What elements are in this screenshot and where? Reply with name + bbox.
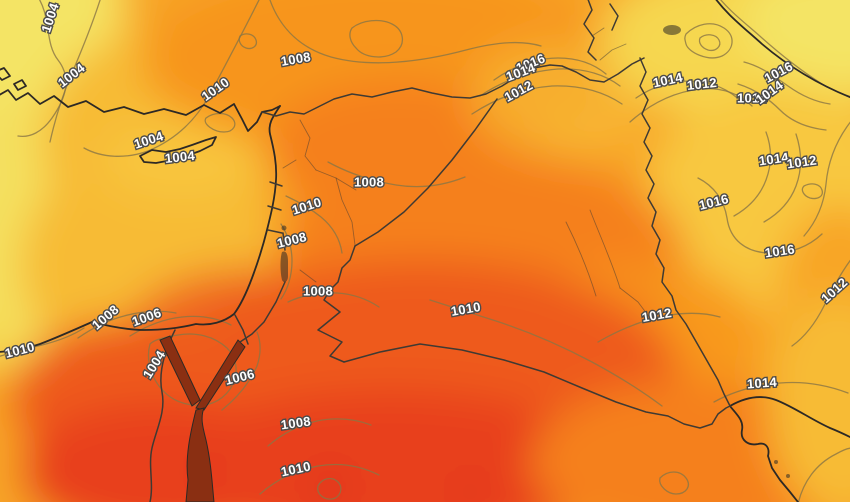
gulf-of-suez (159, 335, 201, 407)
pressure-field-shape (743, 0, 850, 87)
isobar-contours-shape (83, 0, 260, 157)
isobar-contours-shape (287, 292, 380, 308)
isobar-label: 1014 (758, 149, 790, 168)
isobar-label: 1012 (641, 305, 673, 325)
isobar-contours-shape (269, 0, 542, 64)
isobar-contours-shape (635, 80, 745, 105)
isobar-contours-shape (797, 447, 850, 502)
isobar-contours-shape (743, 61, 831, 105)
dead-sea (280, 251, 288, 283)
coastline-levant-egypt (0, 105, 281, 353)
sea-of-galilee (281, 225, 287, 231)
admin-boundaries-shape (619, 287, 651, 319)
admin-boundaries-shape (282, 159, 297, 169)
isobar-contours-shape (349, 19, 403, 58)
isobar-contours-shape (17, 0, 67, 138)
isobar-contours-shape (327, 161, 466, 188)
admin-boundaries-shape (299, 269, 317, 283)
isobar-label: 1012 (686, 75, 718, 93)
isobar-label: 1014 (737, 90, 768, 105)
isobar-contours-shape (737, 83, 827, 131)
isobar-contours-shape (317, 477, 342, 500)
border-jordan-saudi (317, 245, 356, 363)
border-iraq-saudi (343, 343, 731, 429)
isobar-contours-shape (479, 68, 621, 97)
river-nile (149, 329, 176, 502)
border-lebanon (267, 181, 283, 211)
admin-boundaries-shape (599, 43, 627, 61)
isobar-contours-shape (713, 381, 849, 403)
pressure-field-shape (470, 40, 650, 160)
isobar-contours-shape (267, 418, 372, 447)
isobar-contours-shape (429, 299, 663, 407)
coastline-turkey-south (0, 89, 281, 132)
isobar-label: 1016 (764, 241, 796, 260)
isobar-contours-shape (763, 133, 802, 223)
isobar-contours-shape (77, 310, 177, 339)
admin-boundaries (282, 27, 651, 319)
admin-boundaries-shape (591, 27, 605, 37)
isobar-label: 1008 (303, 283, 333, 298)
isobar-contours-shape (471, 85, 623, 115)
isobar-contours-shape (221, 331, 261, 411)
isobar-contours-shape (629, 88, 753, 123)
pressure-field-shape (768, 295, 850, 502)
isobar-contours-shape (0, 327, 85, 357)
border-turkey-syria-iraq (261, 57, 645, 117)
isobar-label: 1012 (786, 152, 818, 171)
persian-gulf-arab-coast (729, 405, 799, 502)
persian-gulf-iran-coast (729, 396, 850, 439)
isobar-contours-shape (801, 183, 824, 200)
isobar-contours-shape (238, 33, 258, 50)
pressure-field-shape (100, 120, 260, 200)
isobar-label: 1008 (280, 49, 312, 69)
isobar-contours-shape (803, 121, 850, 237)
border-israel-egypt (234, 314, 249, 345)
gulf-island (786, 474, 790, 478)
gulf-island (774, 460, 778, 464)
isobar-label: 1004 (164, 148, 196, 166)
country-borders (234, 0, 850, 429)
lake-van (663, 25, 681, 35)
isobar-contours-shape (493, 57, 607, 81)
isobar-contours-shape (147, 333, 237, 406)
coastline-caspian (715, 0, 850, 99)
isobar-label: 1010 (450, 299, 482, 319)
isobar-contours-shape (733, 131, 772, 217)
border-caucasus (583, 0, 619, 61)
border-syria-iraq (354, 98, 498, 247)
admin-boundaries-shape (589, 209, 621, 289)
island-cyprus (139, 136, 217, 164)
isobar-label: 1008 (354, 174, 384, 189)
border-iran (639, 57, 731, 407)
isobar-contours-shape (698, 34, 721, 52)
isobar-contours-shape (597, 312, 721, 343)
isobar-contours-shape (280, 223, 293, 300)
isobar-contours-shape (129, 315, 232, 337)
isobar-contours-shape (697, 177, 823, 254)
isobar-label: 1014 (746, 374, 778, 391)
admin-boundaries-shape (335, 177, 356, 246)
pressure-field-shape (20, 402, 300, 502)
pressure-field-shape (314, 471, 346, 502)
isobar-label: 1008 (280, 413, 312, 432)
isobar-contours-shape (259, 463, 380, 495)
border-israel-jordan (239, 229, 286, 343)
isobar-contours-shape (659, 471, 690, 495)
admin-boundaries-shape (565, 221, 597, 297)
isobar-contours-shape (285, 195, 343, 254)
red-sea (185, 407, 215, 502)
coastlines (0, 25, 850, 502)
isobar-contours-shape (791, 259, 850, 347)
aegean-islands (0, 67, 27, 91)
isobar-contours-shape (49, 0, 101, 143)
isobar-contours-shape (684, 23, 733, 59)
admin-boundaries-shape (299, 119, 317, 171)
pressure-field-shape (458, 480, 482, 502)
